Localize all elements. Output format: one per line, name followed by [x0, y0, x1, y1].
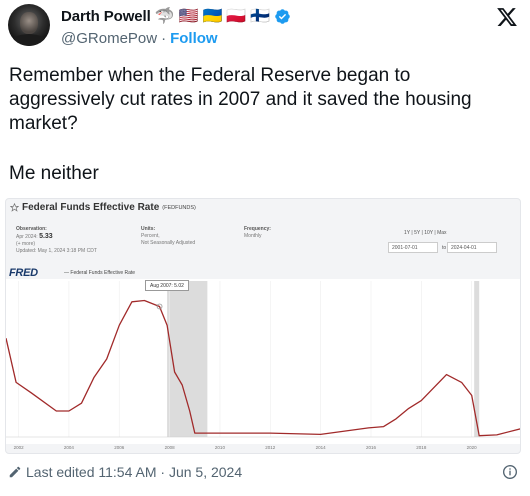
- frequency-value: Monthly: [244, 233, 262, 239]
- poland-flag-icon: 🇵🇱: [226, 8, 247, 25]
- hover-marker: [156, 303, 163, 310]
- avatar-shoulders: [10, 34, 48, 46]
- observation-value: 5.33: [39, 233, 53, 240]
- recession-band: [167, 281, 208, 437]
- us-flag-icon: 🇺🇸: [178, 8, 199, 25]
- chart-title: Federal Funds Effective Rate (FEDFUNDS): [10, 202, 196, 213]
- recession-band: [474, 281, 480, 437]
- chart-tooltip: Aug 2007: 5.02: [145, 280, 189, 291]
- x-tick-label: 2010: [214, 445, 225, 450]
- handle[interactable]: @GRomePow: [61, 30, 158, 47]
- legend-text: — Federal Funds Effective Rate: [64, 270, 136, 276]
- x-tick-label: 2004: [63, 445, 74, 450]
- x-tick-label: 2014: [315, 445, 326, 450]
- shark-emoji-icon: 🦈: [154, 8, 175, 25]
- date-to-word: to: [442, 245, 447, 251]
- observation-label: Observation:: [16, 226, 47, 232]
- units-label: Units:: [141, 226, 156, 232]
- line-chart: [6, 279, 520, 444]
- x-logo-icon[interactable]: [496, 6, 518, 28]
- x-tick-label: 2008: [164, 445, 175, 450]
- chart-title-text: Federal Funds Effective Rate: [22, 202, 160, 213]
- avatar-face: [20, 12, 38, 34]
- info-icon[interactable]: [502, 464, 518, 480]
- edited-footer[interactable]: Last edited 11:54 AM · Jun 5, 2024: [8, 464, 242, 480]
- plot-background: [6, 279, 520, 444]
- tweet-text: Remember when the Federal Reserve began …: [9, 64, 514, 186]
- units-line-2: Not Seasonally Adjusted: [141, 240, 196, 246]
- x-tick-label: 2002: [13, 445, 24, 450]
- star-icon: [10, 203, 19, 212]
- tweet-paragraph: Me neither: [9, 163, 99, 184]
- x-tick-label: 2006: [114, 445, 125, 450]
- x-tick-label: 2020: [466, 445, 477, 450]
- tweet-paragraph: Remember when the Federal Reserve began …: [9, 65, 472, 134]
- x-tick-label: 2018: [416, 445, 427, 450]
- series-id: (FEDFUNDS): [162, 204, 196, 211]
- range-links[interactable]: 1Y | 5Y | 10Y | Max: [404, 230, 447, 236]
- x-tick-label: 2012: [265, 445, 276, 450]
- units-line-1: Percent,: [141, 233, 160, 239]
- display-name[interactable]: Darth Powell: [61, 7, 151, 25]
- verified-badge-icon: [275, 8, 291, 24]
- pencil-icon: [9, 466, 21, 478]
- follow-button[interactable]: Follow: [170, 30, 218, 47]
- handle-row: @GRomePow · Follow: [61, 30, 218, 47]
- handle-separator: ·: [161, 30, 167, 47]
- observation-date: Apr 2024:: [16, 234, 38, 240]
- more-link[interactable]: (+ more): [16, 241, 36, 247]
- series-line: [6, 299, 520, 437]
- observation-block: Observation: Apr 2024: 5.33 (+ more) Upd…: [16, 226, 97, 255]
- fred-logo: FRED: [9, 267, 38, 279]
- updated-text: Updated: May 1, 2024 3:18 PM CDT: [16, 248, 97, 254]
- x-tick-label: 2016: [365, 445, 376, 450]
- chart-legend: — Federal Funds Effective Rate: [64, 270, 135, 276]
- ukraine-flag-icon: 🇺🇦: [202, 8, 223, 25]
- edited-text: Last edited 11:54 AM · Jun 5, 2024: [26, 464, 243, 480]
- finland-flag-icon: 🇫🇮: [250, 8, 271, 25]
- chart-image[interactable]: Federal Funds Effective Rate (FEDFUNDS) …: [5, 198, 521, 454]
- date-to-input[interactable]: 2024-04-01: [447, 242, 497, 253]
- frequency-label: Frequency:: [244, 226, 271, 232]
- frequency-block: Frequency: Monthly: [244, 226, 271, 240]
- date-from-input[interactable]: 2001-07-01: [388, 242, 438, 253]
- author-name-row: Darth Powell 🦈 🇺🇸 🇺🇦 🇵🇱 🇫🇮: [61, 6, 291, 26]
- avatar[interactable]: [8, 4, 50, 46]
- units-block: Units: Percent, Not Seasonally Adjusted: [141, 226, 195, 247]
